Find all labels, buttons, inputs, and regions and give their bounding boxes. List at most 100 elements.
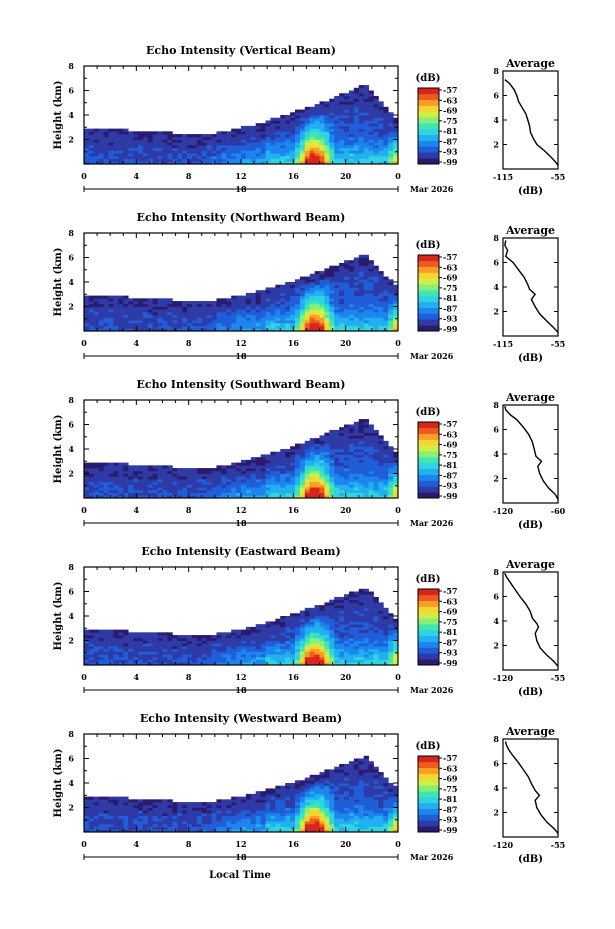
heatmap-cell bbox=[280, 287, 286, 291]
x-tick-label: 4 bbox=[134, 505, 140, 515]
colorbar-swatch bbox=[418, 618, 439, 625]
heatmap-cell bbox=[383, 451, 389, 455]
heatmap-cell bbox=[211, 328, 217, 332]
heatmap-cell bbox=[393, 123, 399, 127]
heatmap-cell bbox=[373, 109, 379, 113]
heatmap-cell bbox=[363, 112, 369, 116]
heatmap-cell bbox=[319, 470, 325, 474]
heatmap-cell bbox=[388, 325, 394, 329]
heatmap-cell bbox=[314, 106, 320, 110]
heatmap-cell bbox=[128, 802, 134, 806]
heatmap-cell bbox=[275, 465, 281, 469]
heatmap-cell bbox=[363, 287, 369, 291]
heatmap-cell bbox=[255, 303, 262, 307]
heatmap-cell bbox=[324, 123, 330, 127]
heatmap-cell bbox=[275, 621, 281, 625]
heatmap-cell bbox=[358, 643, 365, 647]
heatmap-cell bbox=[368, 150, 374, 154]
heatmap-cell bbox=[118, 147, 124, 151]
heatmap-cell bbox=[216, 303, 222, 307]
heatmap-cell bbox=[270, 153, 276, 157]
heatmap-cell bbox=[363, 262, 369, 267]
heatmap-cell bbox=[113, 645, 119, 650]
heatmap-cell bbox=[309, 112, 315, 116]
heatmap-cell bbox=[201, 489, 208, 493]
heatmap-cell bbox=[226, 648, 232, 652]
heatmap-cell bbox=[344, 104, 350, 108]
heatmap-cell bbox=[368, 104, 374, 108]
heatmap-cell bbox=[329, 142, 335, 146]
heatmap-cell bbox=[378, 322, 384, 326]
heatmap-cell bbox=[353, 290, 360, 294]
heatmap-cell bbox=[172, 142, 178, 146]
heatmap-cell bbox=[231, 298, 237, 302]
heatmap-cell bbox=[113, 328, 119, 332]
profile-title: Average bbox=[505, 558, 555, 571]
heatmap-cell bbox=[358, 635, 365, 639]
heatmap-cell bbox=[358, 279, 365, 283]
heatmap-cell bbox=[147, 481, 154, 485]
heatmap-cell bbox=[137, 303, 144, 307]
heatmap-cell bbox=[236, 484, 242, 488]
heatmap-cell bbox=[231, 637, 237, 641]
heatmap-cell bbox=[270, 659, 276, 663]
heatmap-cell bbox=[383, 147, 389, 151]
colorbar-swatch bbox=[418, 600, 439, 607]
heatmap-cell bbox=[334, 328, 340, 332]
heatmap-cell bbox=[152, 134, 158, 138]
heatmap-cell bbox=[221, 637, 227, 641]
heatmap-cell bbox=[103, 807, 109, 811]
heatmap-cell bbox=[133, 320, 139, 324]
heatmap-cell bbox=[236, 131, 242, 135]
heatmap-cell bbox=[84, 495, 90, 499]
heatmap-cell bbox=[290, 325, 296, 329]
heatmap-cell bbox=[177, 651, 183, 655]
heatmap-cell bbox=[299, 443, 306, 447]
heatmap-cell bbox=[339, 95, 345, 100]
heatmap-cell bbox=[373, 624, 379, 628]
heatmap-cell bbox=[368, 459, 374, 464]
heatmap-cell bbox=[177, 662, 183, 666]
heatmap-cell bbox=[363, 435, 369, 439]
heatmap-cell bbox=[147, 320, 154, 324]
heatmap-cell bbox=[280, 142, 286, 146]
heatmap-cell bbox=[285, 317, 291, 321]
heatmap-cell bbox=[162, 637, 168, 641]
heatmap-cell bbox=[108, 662, 114, 666]
heatmap-cell bbox=[142, 810, 149, 814]
heatmap-cell bbox=[280, 648, 286, 652]
heatmap-cell bbox=[339, 314, 345, 318]
heatmap-cell bbox=[98, 662, 105, 666]
y-tick-label: 8 bbox=[68, 562, 74, 572]
heatmap-cell bbox=[123, 136, 129, 140]
heatmap-cell bbox=[187, 481, 193, 485]
heatmap-cell bbox=[299, 610, 306, 614]
heatmap-cell bbox=[309, 651, 315, 655]
heatmap-cell bbox=[280, 635, 286, 639]
heatmap-cell bbox=[201, 654, 208, 658]
colorbar-swatch bbox=[418, 301, 439, 308]
heatmap-cell bbox=[304, 136, 311, 140]
heatmap-cell bbox=[388, 629, 394, 633]
heatmap-cell bbox=[147, 309, 154, 313]
heatmap-cell bbox=[157, 643, 163, 647]
heatmap-cell bbox=[147, 823, 154, 827]
heatmap-cell bbox=[275, 659, 281, 663]
heatmap-cell bbox=[358, 478, 365, 483]
heatmap-cell bbox=[84, 134, 90, 138]
heatmap-cell bbox=[334, 637, 340, 641]
heatmap-cell bbox=[339, 605, 345, 609]
heatmap-cell bbox=[108, 144, 114, 149]
heatmap-cell bbox=[133, 823, 139, 827]
heatmap-cell bbox=[358, 629, 365, 633]
heatmap-cell bbox=[255, 478, 262, 483]
heatmap-cell bbox=[324, 136, 330, 140]
heatmap-cell bbox=[324, 637, 330, 641]
heatmap-cell bbox=[309, 624, 315, 628]
heatmap-cell bbox=[187, 484, 193, 488]
heatmap-cell bbox=[270, 317, 276, 321]
heatmap-cell bbox=[187, 659, 193, 663]
heatmap-cells bbox=[84, 254, 399, 332]
heatmap-cell bbox=[103, 495, 109, 499]
heatmap-cell bbox=[393, 142, 399, 146]
